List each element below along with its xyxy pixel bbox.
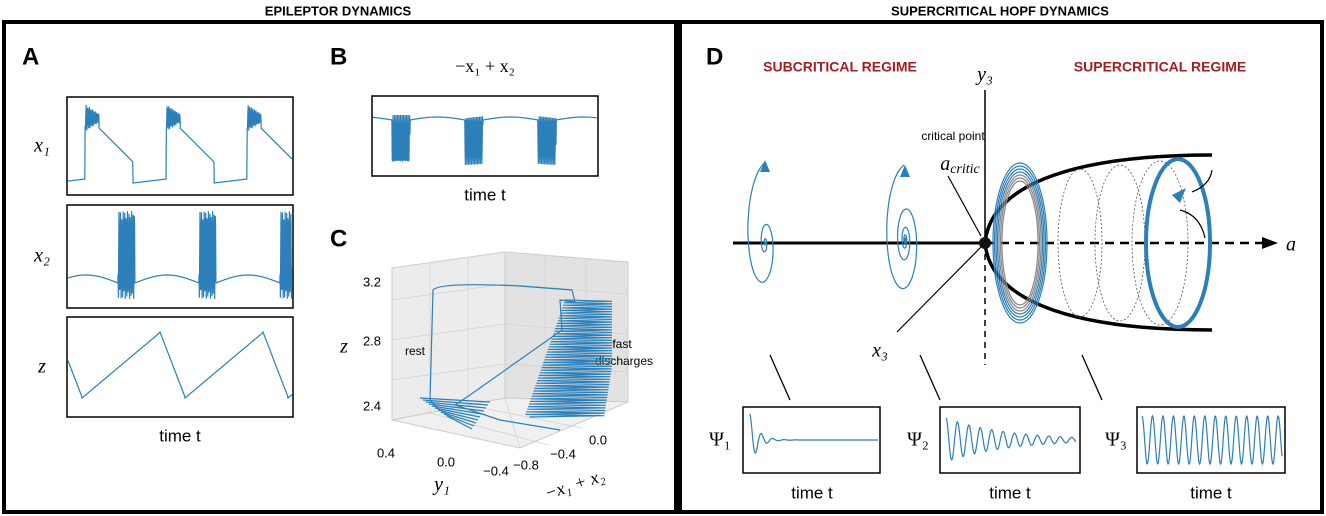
arrowhead [900, 165, 910, 177]
right-frame [678, 20, 1324, 514]
x-tick: 0.0 [589, 432, 607, 447]
plot-box [66, 316, 294, 418]
rotation-arrow [1191, 169, 1213, 193]
x-label: time t [989, 483, 1031, 502]
grid-line [391, 283, 506, 301]
left-frame [2, 20, 678, 514]
y-tick: 0.0 [437, 454, 455, 469]
x-label: −x₁ + x₂ [542, 465, 607, 503]
axis-label: x₃ [871, 340, 888, 362]
header: EPILEPTOR DYNAMICS [265, 3, 412, 18]
trajectories [747, 157, 1212, 329]
spiral [747, 162, 774, 283]
plot-box [742, 406, 881, 474]
signal [67, 330, 293, 400]
axis-label: a [1286, 234, 1296, 256]
limit-cycle [992, 162, 1048, 324]
z-tick: 3.2 [363, 274, 381, 289]
limit-cycle [995, 168, 1045, 318]
panel-label: B [330, 43, 347, 70]
x-tick: −0.8 [513, 457, 539, 472]
plot-box [371, 95, 599, 177]
signal [945, 417, 1077, 461]
z-label: z [339, 336, 348, 358]
y-label: y₁ [432, 474, 450, 496]
grid-line [391, 323, 506, 341]
plot-box [1136, 406, 1286, 474]
signal [749, 413, 878, 454]
plot-title: −x₁ + x₂ [455, 56, 515, 76]
annotation: fast [612, 337, 632, 351]
grid-line [504, 397, 521, 449]
limit-cycle [998, 174, 1042, 312]
spiral [886, 164, 918, 290]
regime-label: SUBCRITICAL REGIME [763, 59, 917, 75]
arrowhead [760, 160, 770, 172]
x-label: time t [1190, 483, 1232, 502]
row-label: x₂ [33, 245, 50, 267]
annotation-base: a [940, 153, 950, 175]
annotation: rest [405, 344, 426, 358]
panel-label: A [22, 43, 39, 70]
x-label: time t [159, 426, 201, 445]
pointer [919, 354, 941, 401]
plot-box [66, 204, 294, 309]
axes-3d [391, 251, 629, 449]
grid-line [467, 404, 583, 429]
panel-label: C [330, 225, 347, 252]
trajectory [429, 284, 576, 431]
limit-cycle [993, 165, 1047, 321]
header: SUPERCRITICAL HOPF DYNAMICS [891, 3, 1109, 18]
y-tick: 0.4 [377, 445, 395, 460]
annotation-sub: critic [950, 162, 980, 177]
grid-line [429, 412, 549, 446]
arrowhead [1172, 188, 1186, 203]
annotation: acritic [940, 153, 980, 178]
plot-box [939, 406, 1081, 474]
pane [391, 397, 629, 449]
limit-cycle [1144, 157, 1212, 329]
x-label: time t [791, 483, 833, 502]
pointers [769, 354, 1103, 401]
arrowhead [1262, 237, 1278, 249]
limit-cycle [1001, 180, 1039, 306]
rotation-arrow [1179, 209, 1206, 239]
grid-line [391, 251, 506, 269]
axis-label: y₃ [975, 64, 993, 86]
z-tick: 2.8 [363, 333, 381, 348]
signal [67, 211, 293, 300]
orbit [1131, 160, 1189, 326]
x-tick: −0.4 [550, 446, 576, 461]
pointer [947, 175, 982, 237]
annotation: critical point [921, 129, 985, 143]
signal-name: Ψ₁ [709, 429, 731, 451]
annotation: discharges [595, 354, 653, 368]
row-label: x₁ [33, 135, 50, 157]
pointer [769, 354, 791, 401]
y-tick: −0.4 [483, 463, 509, 478]
signal [67, 104, 293, 184]
grid-line [391, 363, 506, 381]
limit-cycle [999, 177, 1041, 309]
z-tick: 2.4 [363, 398, 381, 413]
limit-cycle [996, 171, 1044, 315]
signal-name: Ψ₃ [1105, 429, 1127, 451]
orbit [1057, 168, 1103, 318]
signal-name: Ψ₂ [907, 429, 929, 451]
x3-axis [896, 242, 986, 333]
signal [1141, 414, 1283, 466]
plot-box [66, 96, 294, 196]
x-label: time t [464, 185, 506, 204]
trajectory [419, 299, 613, 430]
critical-point [979, 237, 991, 249]
pane [391, 251, 506, 421]
pointer [1081, 354, 1103, 401]
signal [372, 114, 597, 165]
panel-label: D [706, 43, 723, 70]
row-label: z [37, 356, 46, 378]
regime-label: SUPERCRITICAL REGIME [1074, 59, 1246, 75]
